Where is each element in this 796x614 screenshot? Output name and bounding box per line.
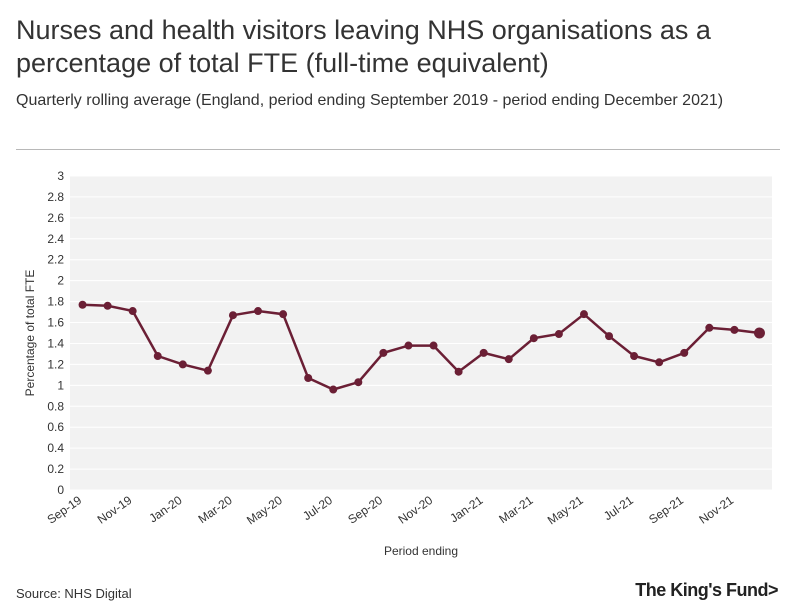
gridlines — [70, 175, 772, 491]
x-tick-label: Nov-19 — [95, 493, 135, 527]
y-tick-label: 0 — [57, 483, 64, 497]
data-point[interactable] — [680, 348, 689, 357]
line-chart: 0 0.2 0.4 0.6 0.8 1 1.2 1.4 1.6 1.8 2 2.2 2.4 2.6 2.8 3… — [23, 169, 772, 558]
y-tick-label: 0.6 — [47, 420, 64, 434]
data-point[interactable] — [128, 307, 137, 316]
data-point[interactable] — [630, 352, 639, 361]
data-point[interactable] — [203, 366, 212, 375]
y-tick-label: 2.2 — [47, 253, 64, 267]
data-point[interactable] — [504, 355, 513, 364]
x-tick-label: Sep-21 — [646, 493, 686, 527]
plot-area — [70, 176, 772, 490]
y-axis-ticks: 0 0.2 0.4 0.6 0.8 1 1.2 1.4 1.6 1.8 2 2.2 2.4 2.6 2.8 3 — [47, 169, 64, 497]
x-tick-label: Nov-21 — [696, 493, 736, 527]
data-point[interactable] — [78, 300, 87, 309]
y-axis-label: Percentage of total FTE — [23, 270, 37, 397]
x-tick-label: Nov-20 — [396, 493, 436, 527]
y-tick-label: 0.2 — [47, 462, 64, 476]
y-tick-label: 0.8 — [47, 399, 64, 413]
x-tick-label: May-21 — [545, 493, 586, 528]
data-point[interactable] — [529, 334, 538, 343]
data-point[interactable] — [705, 323, 714, 332]
y-tick-label: 1 — [57, 378, 64, 392]
data-point[interactable] — [254, 307, 263, 316]
x-axis-label: Period ending — [384, 544, 458, 558]
chart-title: Nurses and health visitors leaving NHS o… — [16, 15, 711, 78]
y-tick-label: 2 — [57, 274, 64, 288]
y-tick-label: 0.4 — [47, 441, 64, 455]
kings-fund-logo[interactable]: The King's Fund> — [635, 580, 778, 600]
data-point[interactable] — [103, 301, 112, 310]
x-tick-label: Mar-20 — [196, 493, 235, 526]
data-point[interactable] — [228, 311, 237, 320]
x-tick-label: Jan-20 — [146, 493, 184, 526]
series-line — [82, 303, 760, 391]
data-point[interactable] — [329, 385, 338, 394]
data-point[interactable] — [655, 358, 664, 367]
data-point[interactable] — [454, 367, 463, 376]
y-tick-label: 1.6 — [47, 316, 64, 330]
series-points — [78, 300, 765, 394]
x-axis-ticks: Sep-19 Nov-19 Jan-20 Mar-20 May-20 Jul-20 Sep-… — [45, 493, 737, 528]
data-point[interactable] — [178, 360, 187, 369]
x-tick-label: Mar-21 — [496, 493, 535, 526]
data-point[interactable] — [554, 330, 563, 339]
x-tick-label: May-20 — [244, 493, 285, 528]
y-tick-label: 2.8 — [47, 190, 64, 204]
y-tick-label: 1.2 — [47, 357, 64, 371]
chart-subtitle: Quarterly rolling average (England, peri… — [16, 92, 724, 109]
data-point[interactable] — [579, 310, 588, 319]
data-point[interactable] — [753, 327, 765, 339]
divider — [16, 149, 780, 150]
data-point[interactable] — [404, 341, 413, 350]
data-point[interactable] — [279, 310, 288, 319]
data-point[interactable] — [429, 341, 438, 350]
y-tick-label: 2.4 — [47, 232, 64, 246]
data-point[interactable] — [479, 348, 488, 357]
source-note: Source: NHS Digital — [16, 586, 132, 601]
data-point[interactable] — [379, 348, 388, 357]
y-tick-label: 3 — [57, 169, 64, 183]
data-point[interactable] — [605, 332, 614, 341]
data-point[interactable] — [354, 378, 363, 387]
y-tick-label: 1.4 — [47, 336, 64, 350]
data-point[interactable] — [730, 325, 739, 334]
data-point[interactable] — [304, 374, 313, 383]
x-tick-label: Jan-21 — [447, 493, 485, 526]
x-tick-label: Jul-20 — [300, 493, 335, 523]
x-tick-label: Jul-21 — [601, 493, 636, 523]
data-point[interactable] — [153, 352, 162, 361]
y-tick-label: 2.6 — [47, 211, 64, 225]
y-tick-label: 1.8 — [47, 295, 64, 309]
x-tick-label: Sep-20 — [345, 493, 385, 527]
x-tick-label: Sep-19 — [45, 493, 85, 527]
